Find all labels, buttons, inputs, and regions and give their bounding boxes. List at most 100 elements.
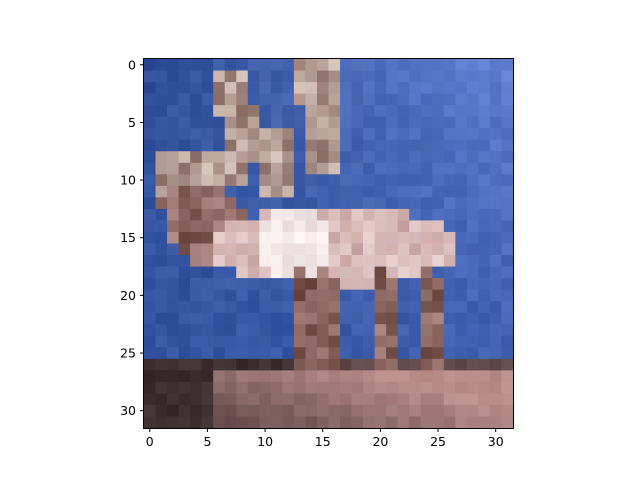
- pixel-cell: [455, 312, 468, 325]
- pixel-cell: [201, 151, 214, 164]
- pixel-cell: [224, 289, 237, 302]
- pixel-cell: [455, 404, 468, 417]
- y-tick-label: 0: [128, 57, 136, 72]
- pixel-cell: [466, 289, 479, 302]
- pixel-cell: [351, 416, 364, 429]
- pixel-cell: [190, 59, 203, 71]
- pixel-cell: [443, 358, 456, 371]
- pixel-cell: [328, 105, 341, 118]
- pixel-cell: [190, 231, 203, 244]
- pixel-cell: [178, 70, 191, 83]
- pixel-cell: [466, 278, 479, 290]
- pixel-cell: [236, 278, 249, 290]
- pixel-cell: [478, 93, 491, 106]
- pixel-cell: [432, 197, 445, 210]
- pixel-cell: [282, 301, 295, 314]
- pixel-cell: [144, 162, 156, 175]
- pixel-cell: [340, 139, 352, 152]
- axes-frame: [143, 58, 514, 429]
- pixel-cell: [397, 105, 410, 118]
- pixel-cell: [340, 185, 352, 198]
- pixel-cell: [501, 151, 514, 164]
- pixel-cell: [501, 370, 514, 383]
- pixel-cell: [155, 381, 168, 394]
- pixel-cell: [270, 370, 283, 383]
- pixel-cell: [155, 151, 168, 164]
- pixel-cell: [178, 381, 191, 394]
- pixel-cell: [247, 289, 260, 302]
- pixel-cell: [144, 347, 156, 360]
- pixel-cell: [420, 347, 433, 360]
- pixel-cell: [270, 93, 283, 106]
- pixel-cell: [282, 324, 295, 337]
- pixel-cell: [270, 324, 283, 337]
- pixel-cell: [316, 301, 329, 314]
- pixel-cell: [386, 105, 399, 118]
- pixel-cell: [155, 347, 168, 360]
- pixel-cell: [363, 404, 375, 417]
- pixel-cell: [293, 278, 306, 290]
- pixel-cell: [374, 370, 387, 383]
- pixel-cell: [501, 139, 514, 152]
- pixel-cell: [409, 231, 422, 244]
- pixel-cell: [420, 324, 433, 337]
- pixel-cell: [501, 393, 514, 406]
- pixel-cell: [351, 105, 364, 118]
- pixel-cell: [270, 70, 283, 83]
- pixel-cell: [293, 162, 306, 175]
- pixel-cell: [178, 231, 191, 244]
- pixel-cell: [432, 404, 445, 417]
- pixel-cell: [489, 105, 502, 118]
- pixel-cell: [351, 347, 364, 360]
- pixel-cell: [316, 370, 329, 383]
- pixel-cell: [293, 255, 306, 267]
- pixel-cell: [420, 82, 433, 94]
- pixel-cell: [432, 243, 445, 256]
- pixel-cell: [282, 243, 295, 256]
- pixel-cell: [316, 416, 329, 429]
- pixel-cell: [397, 370, 410, 383]
- pixel-cell: [501, 105, 514, 118]
- pixel-cell: [386, 139, 399, 152]
- pixel-cell: [247, 174, 260, 187]
- pixel-cell: [316, 197, 329, 210]
- pixel-cell: [443, 197, 456, 210]
- pixel-cell: [282, 370, 295, 383]
- pixel-cell: [420, 59, 433, 71]
- pixel-cell: [420, 358, 433, 371]
- pixel-cell: [420, 116, 433, 129]
- pixel-cell: [443, 312, 456, 325]
- pixel-cell: [363, 162, 375, 175]
- pixel-cell: [167, 289, 179, 302]
- pixel-cell: [305, 358, 318, 371]
- pixel-cell: [224, 93, 237, 106]
- pixel-cell: [386, 289, 399, 302]
- pixel-cell: [363, 151, 375, 164]
- pixel-cell: [270, 416, 283, 429]
- pixel-cell: [305, 185, 318, 198]
- pixel-cell: [247, 358, 260, 371]
- pixel-cell: [374, 139, 387, 152]
- pixel-cell: [409, 197, 422, 210]
- pixel-cell: [282, 93, 295, 106]
- pixel-cell: [489, 312, 502, 325]
- pixel-cell: [478, 312, 491, 325]
- pixel-cell: [501, 335, 514, 348]
- pixel-cell: [386, 301, 399, 314]
- pixel-cell: [455, 231, 468, 244]
- pixel-cell: [443, 255, 456, 267]
- pixel-cell: [409, 59, 422, 71]
- pixel-cell: [293, 151, 306, 164]
- pixel-cell: [282, 162, 295, 175]
- pixel-cell: [328, 266, 341, 279]
- pixel-cell: [397, 381, 410, 394]
- pixel-cell: [293, 116, 306, 129]
- pixel-cell: [259, 301, 272, 314]
- pixel-cell: [432, 220, 445, 233]
- pixel-cell: [340, 358, 352, 371]
- pixel-cell: [455, 70, 468, 83]
- pixel-cell: [155, 370, 168, 383]
- pixel-cell: [455, 278, 468, 290]
- pixel-cell: [178, 266, 191, 279]
- pixel-cell: [466, 312, 479, 325]
